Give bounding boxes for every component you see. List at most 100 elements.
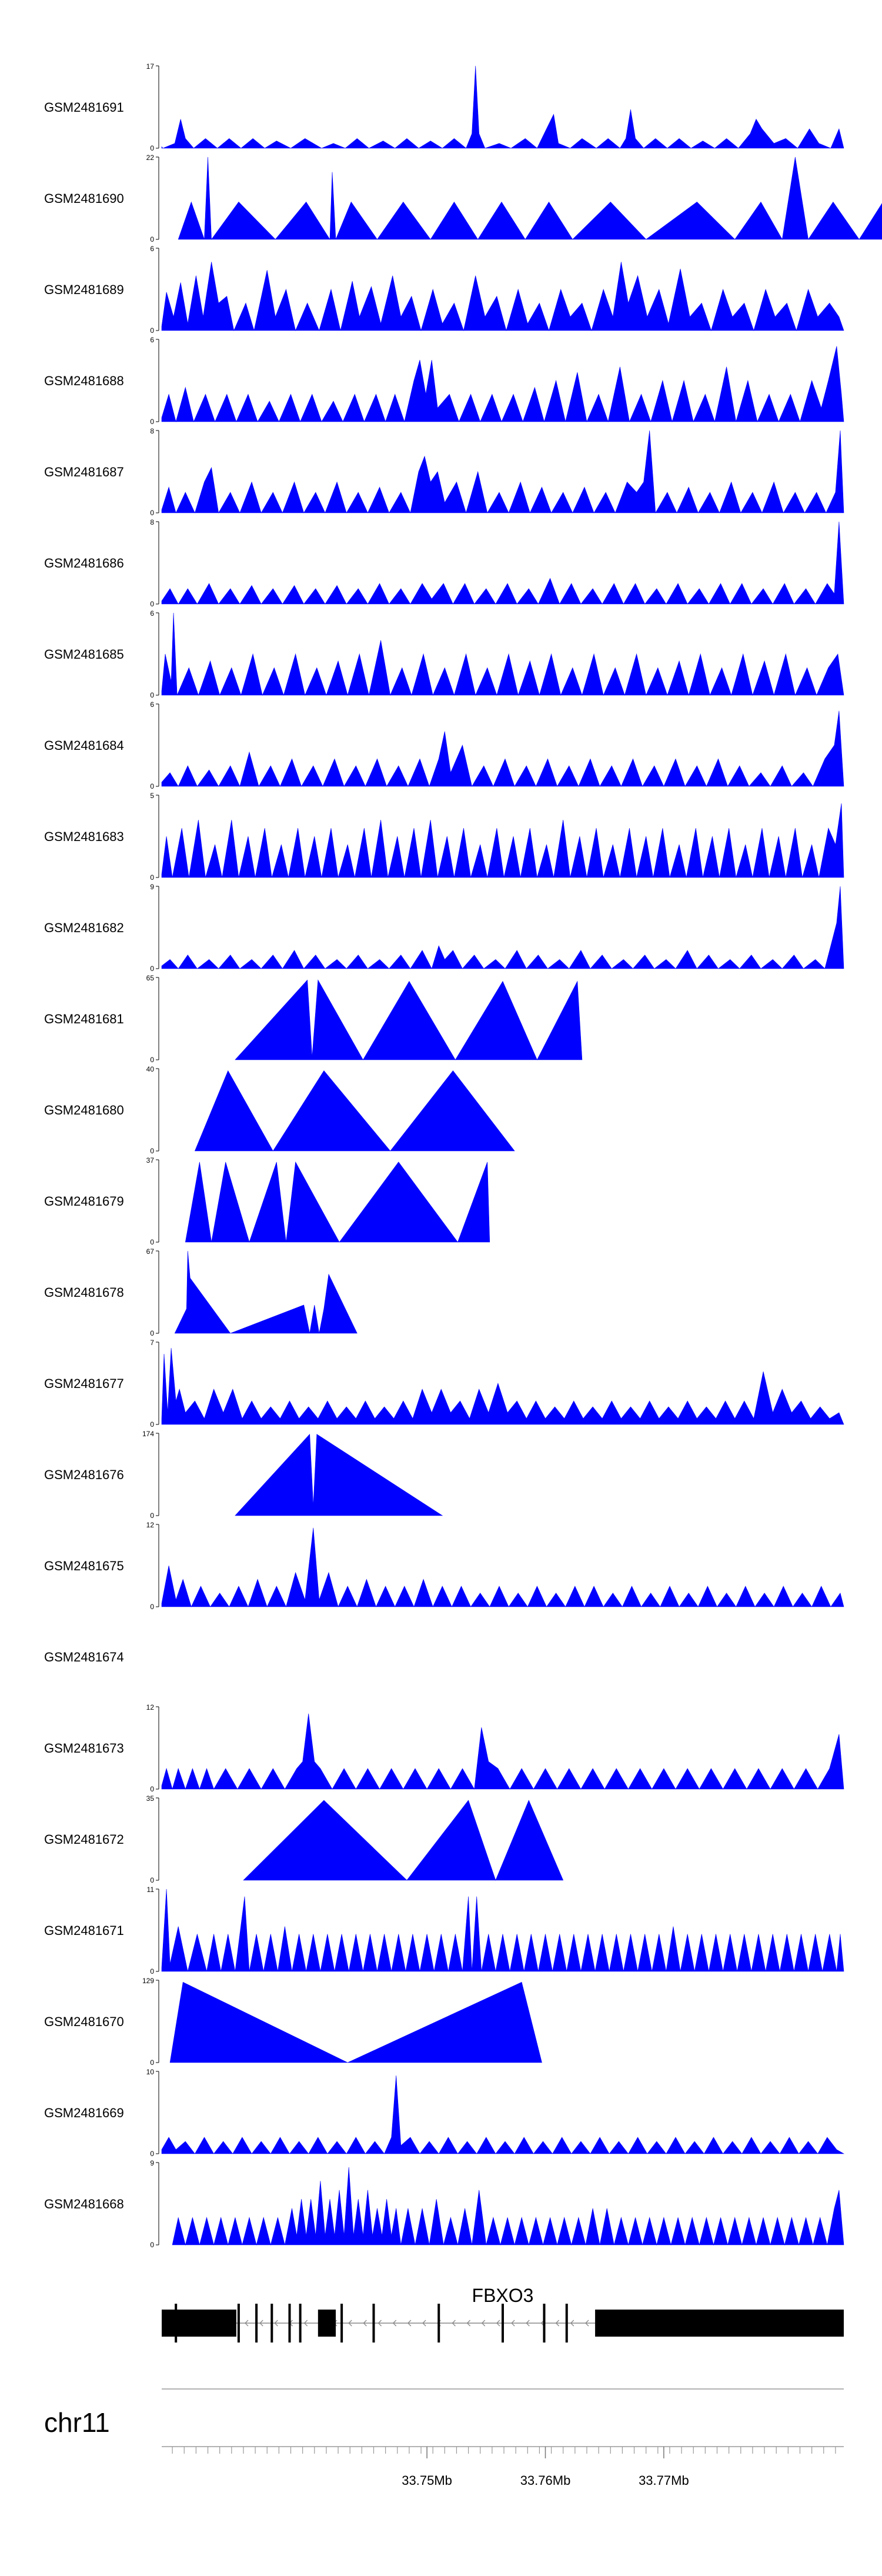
coverage-area: [161, 1713, 844, 1790]
y-min-label: 0: [150, 418, 154, 426]
track-GSM2481676: GSM2481676 174 0: [44, 1430, 443, 1520]
coverage-area: [235, 1433, 443, 1516]
exon-bar: [175, 2304, 178, 2343]
exon-bar: [543, 2304, 546, 2343]
y-max-label: 12: [146, 1703, 155, 1711]
strand-arrow: [481, 2320, 486, 2327]
exon-bar: [288, 2304, 291, 2343]
y-max-label: 65: [146, 974, 155, 982]
track-label: GSM2481681: [44, 1012, 124, 1026]
y-min-label: 0: [150, 2058, 154, 2067]
y-max-label: 12: [146, 1521, 155, 1529]
track-label: GSM2481691: [44, 100, 124, 115]
coverage-area: [161, 886, 844, 969]
y-max-label: 7: [150, 1339, 154, 1347]
track-label: GSM2481690: [44, 191, 124, 206]
track-GSM2481669: GSM2481669 10 0: [44, 2068, 845, 2158]
strand-arrow: [274, 2320, 278, 2327]
y-max-label: 129: [142, 1977, 154, 1985]
axis-tick-label: 33.77Mb: [639, 2473, 689, 2488]
track-GSM2481690: GSM2481690 22 0: [44, 154, 882, 243]
gene-name: FBXO3: [472, 2285, 534, 2306]
y-min-label: 0: [150, 1876, 154, 1884]
genome-axis: chr11 33.75Mb 33.76Mb 33.77Mb: [44, 2388, 844, 2488]
track-label: GSM2481688: [44, 373, 124, 388]
y-max-label: 6: [150, 700, 154, 709]
y-min-label: 0: [150, 1329, 154, 1337]
y-min-label: 0: [150, 600, 154, 608]
strand-arrow: [496, 2320, 500, 2327]
strand-arrow: [392, 2320, 397, 2327]
coverage-area: [161, 1527, 844, 1607]
exon-bar: [437, 2304, 440, 2343]
track-label: GSM2481686: [44, 556, 124, 570]
strand-arrow: [466, 2320, 471, 2327]
track-GSM2481673: GSM2481673 12 0: [44, 1703, 844, 1793]
y-min-label: 0: [150, 235, 154, 243]
y-min-label: 0: [150, 873, 154, 882]
coverage-area: [235, 979, 583, 1060]
y-max-label: 6: [150, 245, 154, 253]
y-max-label: 35: [146, 1794, 155, 1803]
exon-block: [162, 2310, 236, 2337]
track-GSM2481683: GSM2481683 5 0: [44, 792, 844, 882]
strand-arrow: [555, 2320, 560, 2327]
y-max-label: 17: [146, 62, 155, 71]
y-max-label: 6: [150, 609, 154, 618]
track-label: GSM2481671: [44, 1923, 124, 1938]
track-GSM2481680: GSM2481680 40 0: [44, 1065, 515, 1155]
strand-arrow: [259, 2320, 263, 2327]
track-label: GSM2481668: [44, 2197, 124, 2211]
y-min-label: 0: [150, 1238, 154, 1246]
track-label: GSM2481675: [44, 1559, 124, 1573]
coverage-tracks: GSM2481691170GSM2481690220GSM248168960GS…: [44, 62, 882, 2249]
y-max-label: 11: [147, 1886, 155, 1894]
track-GSM2481672: GSM2481672 35 0: [44, 1794, 564, 1884]
track-label: GSM2481670: [44, 2014, 124, 2029]
track-label: GSM2481682: [44, 920, 124, 935]
coverage-area: [161, 710, 844, 787]
y-max-label: 9: [150, 883, 154, 891]
track-label: GSM2481687: [44, 465, 124, 479]
coverage-area: [178, 156, 882, 240]
gene-track: FBXO3: [162, 2285, 844, 2343]
y-max-label: 8: [150, 427, 154, 435]
exon-bar: [565, 2304, 568, 2343]
track-GSM2481686: GSM2481686 8 0: [44, 518, 844, 608]
coverage-area: [243, 1800, 564, 1881]
y-min-label: 0: [150, 326, 154, 335]
y-min-label: 0: [150, 2241, 154, 2249]
strand-arrow: [348, 2320, 352, 2327]
axis-tick-label: 33.76Mb: [520, 2473, 571, 2488]
y-min-label: 0: [150, 509, 154, 517]
track-GSM2481674: GSM2481674: [44, 1650, 124, 1664]
track-label: GSM2481683: [44, 829, 124, 844]
track-GSM2481681: GSM2481681 65 0: [44, 974, 583, 1064]
strand-arrow: [526, 2320, 530, 2327]
y-min-label: 0: [150, 2150, 154, 2158]
y-min-label: 0: [150, 1967, 154, 1976]
strand-arrow: [511, 2320, 515, 2327]
coverage-area: [161, 65, 844, 149]
y-min-label: 0: [150, 691, 154, 699]
coverage-area: [194, 1070, 515, 1152]
y-min-label: 0: [150, 1603, 154, 1611]
coverage-area: [161, 1888, 844, 1972]
axis-tick-label: 33.75Mb: [402, 2473, 452, 2488]
coverage-area: [185, 1161, 490, 1243]
exon-block: [595, 2310, 844, 2337]
track-label: GSM2481674: [44, 1650, 124, 1664]
exon-bar: [255, 2304, 258, 2343]
y-max-label: 5: [150, 792, 154, 800]
exon-block: [318, 2310, 336, 2337]
track-label: GSM2481678: [44, 1285, 124, 1300]
strand-arrow: [585, 2320, 589, 2327]
strand-arrow: [452, 2320, 456, 2327]
y-max-label: 22: [146, 154, 155, 162]
track-label: GSM2481685: [44, 647, 124, 662]
strand-arrow: [570, 2320, 574, 2327]
y-max-label: 40: [146, 1065, 155, 1073]
track-GSM2481691: GSM2481691 17 0: [44, 62, 844, 152]
track-label: GSM2481680: [44, 1103, 124, 1117]
track-GSM2481675: GSM2481675 12 0: [44, 1521, 844, 1611]
